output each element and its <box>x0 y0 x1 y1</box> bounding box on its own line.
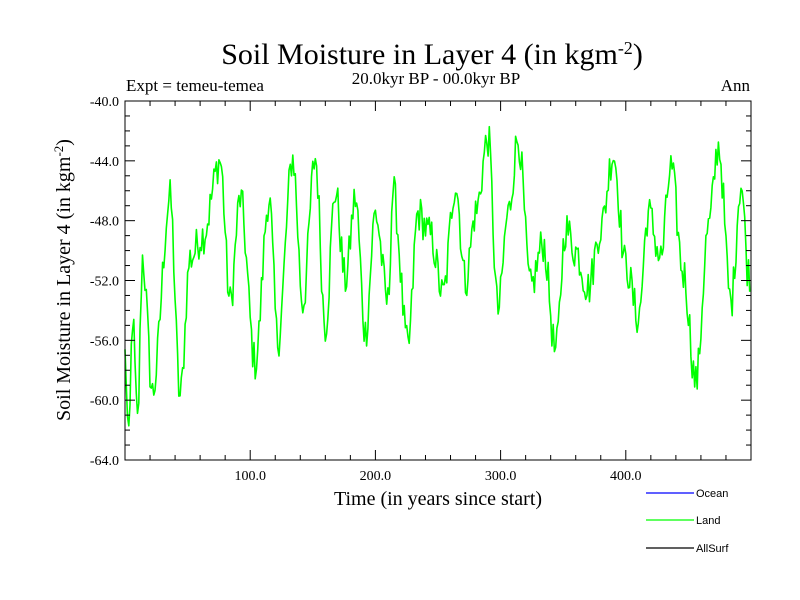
legend-label-land: Land <box>696 515 720 527</box>
subtitle-right: Ann <box>721 76 751 95</box>
y-tick-label: -44.0 <box>90 155 119 170</box>
y-tick-label: -48.0 <box>90 215 119 230</box>
legend: Ocean Land AllSurf <box>646 488 729 555</box>
x-axis-label: Time (in years since start) <box>334 488 542 510</box>
subtitle-center: 20.0kyr BP - 00.0kyr BP <box>352 69 520 88</box>
legend-label-allsurf: AllSurf <box>696 543 729 555</box>
y-tick-label: -52.0 <box>90 275 119 290</box>
x-tick-label: 200.0 <box>360 469 392 484</box>
x-tick-label: 300.0 <box>485 469 517 484</box>
y-tick-label: -64.0 <box>90 454 119 469</box>
y-tick-label: -60.0 <box>90 394 119 409</box>
series-line-land <box>124 125 751 427</box>
legend-label-ocean: Ocean <box>696 488 728 500</box>
y-tick-label: -40.0 <box>90 95 119 110</box>
y-tick-label: -56.0 <box>90 334 119 349</box>
plot-area: -40.0 -44.0 -48.0 -52.0 -56.0 -60.0 -64.0 100.0… <box>90 95 752 484</box>
chart-title: Soil Moisture in Layer 4 (in kgm-2) <box>221 38 643 71</box>
x-tick-label: 400.0 <box>610 469 642 484</box>
y-axis-label: Soil Moisture in Layer 4 (in kgm-2) <box>51 139 76 421</box>
subtitle-left: Expt = temeu-temea <box>126 76 264 95</box>
x-tick-label: 100.0 <box>234 469 266 484</box>
